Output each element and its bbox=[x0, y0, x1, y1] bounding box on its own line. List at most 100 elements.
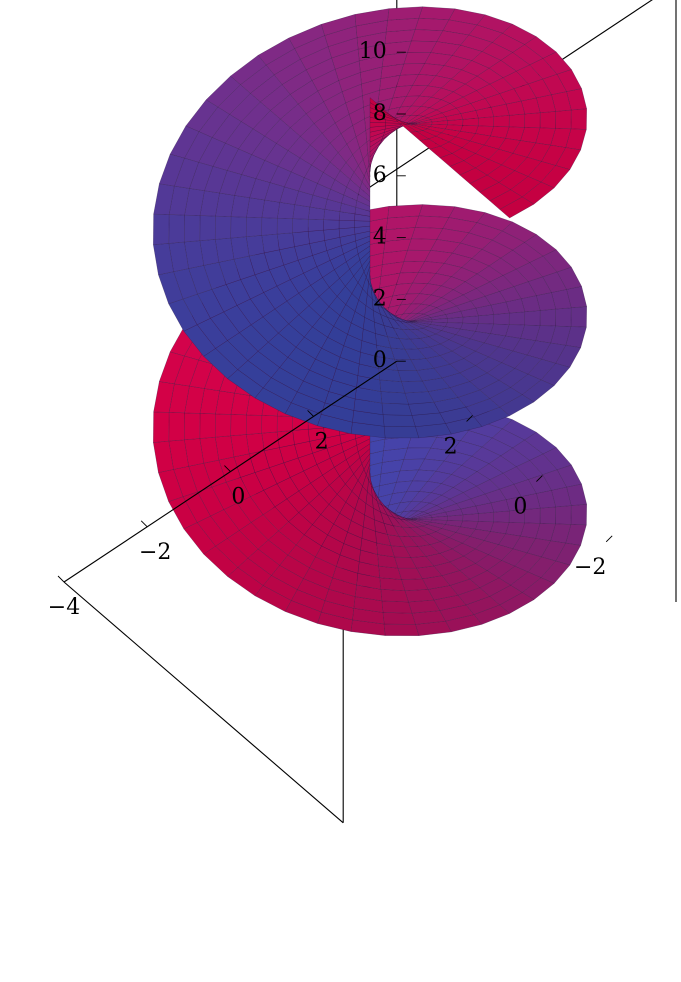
surface-patch bbox=[502, 268, 529, 287]
surface-patch bbox=[418, 204, 456, 218]
z-tick-label: 12 bbox=[359, 0, 387, 2]
surface-patch bbox=[354, 220, 371, 228]
surface-patch bbox=[470, 295, 492, 309]
surface-patch bbox=[383, 623, 420, 636]
surface-patch bbox=[230, 414, 247, 437]
surface-patch bbox=[555, 109, 572, 130]
surface-patch bbox=[459, 167, 488, 184]
surface-patch bbox=[168, 214, 185, 244]
surface-patch bbox=[245, 235, 265, 257]
surface-patch bbox=[459, 232, 493, 250]
surface-patch bbox=[214, 413, 232, 438]
surface-patch bbox=[369, 97, 383, 111]
surface-patch bbox=[392, 480, 413, 495]
surface-patch bbox=[245, 216, 263, 237]
surface-patch bbox=[418, 6, 456, 21]
surface-patch bbox=[426, 508, 447, 516]
surface-patch bbox=[484, 488, 507, 504]
surface-patch bbox=[380, 589, 409, 603]
helicoid-surface bbox=[153, 6, 588, 636]
surface-patch bbox=[500, 249, 531, 270]
x-tick-label: 0 bbox=[513, 495, 527, 520]
y-tick bbox=[140, 520, 148, 528]
surface-patch bbox=[539, 308, 556, 327]
surface-patch bbox=[261, 217, 278, 236]
surface-patch bbox=[420, 96, 442, 108]
surface-patch bbox=[477, 314, 495, 325]
z-tick-label: 2 bbox=[373, 286, 387, 311]
surface-patch bbox=[479, 182, 511, 202]
y-tick-label: 2 bbox=[315, 429, 329, 454]
surface-patch bbox=[414, 17, 450, 31]
surface-patch bbox=[524, 310, 541, 326]
surface-patch bbox=[382, 612, 416, 625]
surface-patch bbox=[448, 8, 486, 26]
surface-patch bbox=[481, 42, 514, 61]
surface-patch bbox=[508, 113, 526, 128]
surface-patch bbox=[292, 218, 309, 234]
surface-patch bbox=[230, 216, 247, 239]
y-tick-label: −4 bbox=[48, 595, 80, 620]
z-tick-label: 0 bbox=[373, 348, 387, 373]
surface-patch bbox=[245, 414, 263, 435]
surface-patch bbox=[429, 145, 453, 159]
surface-patch bbox=[379, 106, 394, 118]
z-tick-label: 6 bbox=[373, 163, 387, 188]
surface-patch bbox=[276, 415, 293, 433]
surface-patch bbox=[158, 153, 185, 187]
y-tick bbox=[307, 410, 314, 417]
z-tick-label: 10 bbox=[359, 39, 387, 64]
surface-patch bbox=[199, 413, 216, 439]
surface-patch bbox=[169, 125, 200, 159]
surface-patch bbox=[323, 219, 340, 231]
axis-ticks bbox=[57, 51, 613, 583]
surface-patch bbox=[418, 458, 445, 472]
surface-patch bbox=[261, 233, 280, 254]
surface-patch bbox=[410, 29, 444, 42]
surface-patch bbox=[184, 214, 201, 243]
surface-patch bbox=[462, 485, 486, 500]
z-tick-label: 4 bbox=[373, 225, 387, 250]
y-tick-label: 0 bbox=[231, 485, 245, 510]
surface-patch bbox=[385, 17, 420, 33]
surface-patch bbox=[470, 98, 492, 111]
surface-patch bbox=[470, 493, 492, 507]
surface-patch bbox=[261, 199, 280, 219]
surface-patch bbox=[408, 401, 441, 416]
surface-patch bbox=[199, 215, 216, 241]
surface-patch bbox=[399, 122, 418, 133]
surface-patch bbox=[383, 426, 420, 439]
surface-patch bbox=[381, 402, 413, 416]
surface-patch bbox=[524, 112, 541, 129]
surface-patch bbox=[570, 503, 587, 526]
surface-patch bbox=[277, 202, 295, 219]
surface-patch bbox=[493, 115, 510, 128]
surface-patch bbox=[484, 93, 507, 108]
x-tick bbox=[466, 415, 473, 422]
surface-patch bbox=[387, 204, 423, 219]
surface-patch bbox=[407, 238, 438, 251]
surface-patch bbox=[354, 8, 390, 27]
surface-patch bbox=[276, 232, 295, 251]
surface-patch bbox=[408, 599, 441, 614]
surface-patch bbox=[418, 85, 442, 98]
surface-patch bbox=[508, 311, 526, 326]
surface-patch bbox=[387, 6, 423, 21]
surface-patch bbox=[405, 115, 425, 124]
surface-patch bbox=[414, 215, 450, 229]
surface-patch bbox=[338, 219, 355, 230]
x-tick bbox=[536, 475, 543, 482]
surface-patch bbox=[184, 412, 201, 441]
surface-patch bbox=[555, 307, 572, 327]
surface-patch bbox=[539, 111, 556, 129]
surface-patch bbox=[168, 412, 185, 442]
x-tick-label: 2 bbox=[444, 434, 458, 459]
y-axis-line bbox=[63, 581, 344, 824]
surface-patch bbox=[382, 414, 416, 427]
z-tick-label: 8 bbox=[373, 101, 387, 126]
x-tick-label: −2 bbox=[574, 555, 606, 580]
surface-patch bbox=[403, 249, 432, 262]
surface-patch bbox=[392, 282, 413, 297]
surface-patch bbox=[409, 511, 429, 519]
